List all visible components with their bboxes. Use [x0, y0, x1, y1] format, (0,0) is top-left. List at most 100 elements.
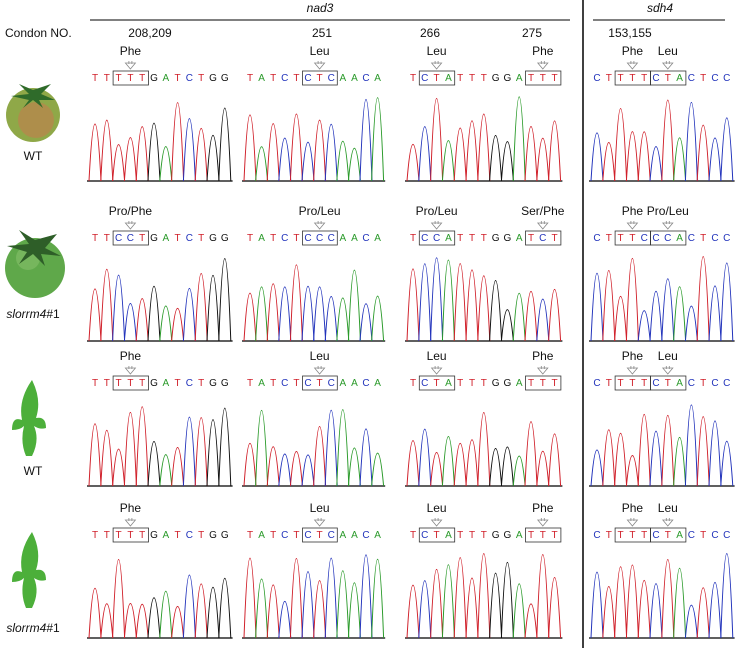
peak	[661, 559, 675, 639]
arrow	[661, 61, 674, 70]
peak	[123, 412, 137, 487]
peak	[278, 137, 292, 182]
arrow	[536, 221, 549, 230]
arrow	[313, 61, 326, 70]
peak	[371, 295, 385, 342]
amino-acid-label: Pro/Leu	[416, 204, 458, 218]
peak	[88, 123, 102, 182]
peak	[441, 259, 455, 342]
amino-acid-label: Pro/Phe	[109, 204, 153, 218]
peak	[135, 126, 149, 182]
peak	[301, 286, 315, 342]
fruit-icon	[5, 230, 65, 298]
peak	[489, 135, 503, 182]
peak	[266, 283, 280, 342]
peak	[206, 419, 220, 487]
peak	[147, 122, 161, 182]
peak	[500, 562, 514, 639]
peak	[441, 564, 455, 639]
peak	[548, 288, 562, 342]
peak	[301, 142, 315, 182]
codon-box	[650, 527, 687, 543]
arrow	[124, 61, 137, 70]
peak	[301, 454, 315, 487]
codon-box	[302, 230, 338, 246]
peak	[313, 426, 327, 487]
peak	[171, 102, 185, 182]
peak	[243, 443, 257, 487]
peak	[289, 558, 303, 639]
codon-box	[650, 230, 687, 246]
arrow	[430, 366, 443, 375]
peak	[625, 455, 639, 487]
peak	[159, 590, 173, 639]
arrow	[536, 518, 549, 527]
peak	[536, 138, 550, 182]
peak	[243, 114, 257, 182]
peak	[159, 146, 173, 182]
peak	[696, 124, 710, 182]
peak	[536, 299, 550, 342]
peak	[171, 307, 185, 342]
peak	[637, 131, 651, 182]
peak	[649, 290, 663, 342]
peak	[524, 290, 538, 342]
peak	[347, 269, 361, 342]
arrow	[313, 518, 326, 527]
peak	[536, 450, 550, 487]
fruit-icon	[6, 84, 60, 142]
peak	[278, 453, 292, 487]
codon-box	[302, 70, 338, 86]
peak	[359, 303, 373, 342]
peak	[614, 433, 628, 487]
peak	[359, 554, 373, 639]
peak	[278, 286, 292, 342]
peak	[206, 134, 220, 182]
codon-box	[650, 70, 687, 86]
row-label-part: #1	[46, 307, 60, 321]
peak	[590, 449, 604, 487]
peak	[135, 406, 149, 487]
peak	[500, 309, 514, 342]
amino-acid-label: Leu	[310, 501, 330, 515]
peak	[194, 128, 208, 182]
codon-box	[418, 230, 456, 246]
peak	[696, 587, 710, 639]
arrow	[313, 221, 326, 230]
row-label: slorrm4#1	[6, 307, 60, 321]
codon-box	[302, 527, 338, 543]
peak	[625, 258, 639, 342]
peak	[649, 583, 663, 639]
peak	[625, 131, 639, 182]
peak	[406, 440, 420, 487]
peak	[465, 439, 479, 487]
peak	[524, 603, 538, 639]
leaf-icon	[12, 380, 46, 456]
peak	[684, 102, 698, 182]
peak	[441, 140, 455, 182]
peak	[182, 118, 196, 182]
peak	[625, 564, 639, 639]
peak	[194, 583, 208, 639]
peak	[147, 286, 161, 342]
arrow	[661, 518, 674, 527]
arrow	[626, 366, 639, 375]
codon-box	[302, 375, 338, 391]
peak	[255, 578, 269, 639]
peak	[112, 274, 126, 342]
peak	[673, 436, 687, 487]
amino-acid-label: Leu	[658, 501, 678, 515]
arrow	[661, 221, 674, 230]
peak	[524, 126, 538, 182]
peak	[255, 410, 269, 487]
peak	[614, 566, 628, 639]
codon-box	[525, 527, 562, 543]
codon-number: 153,155	[608, 26, 652, 40]
peak	[602, 142, 616, 182]
peak	[100, 120, 114, 182]
